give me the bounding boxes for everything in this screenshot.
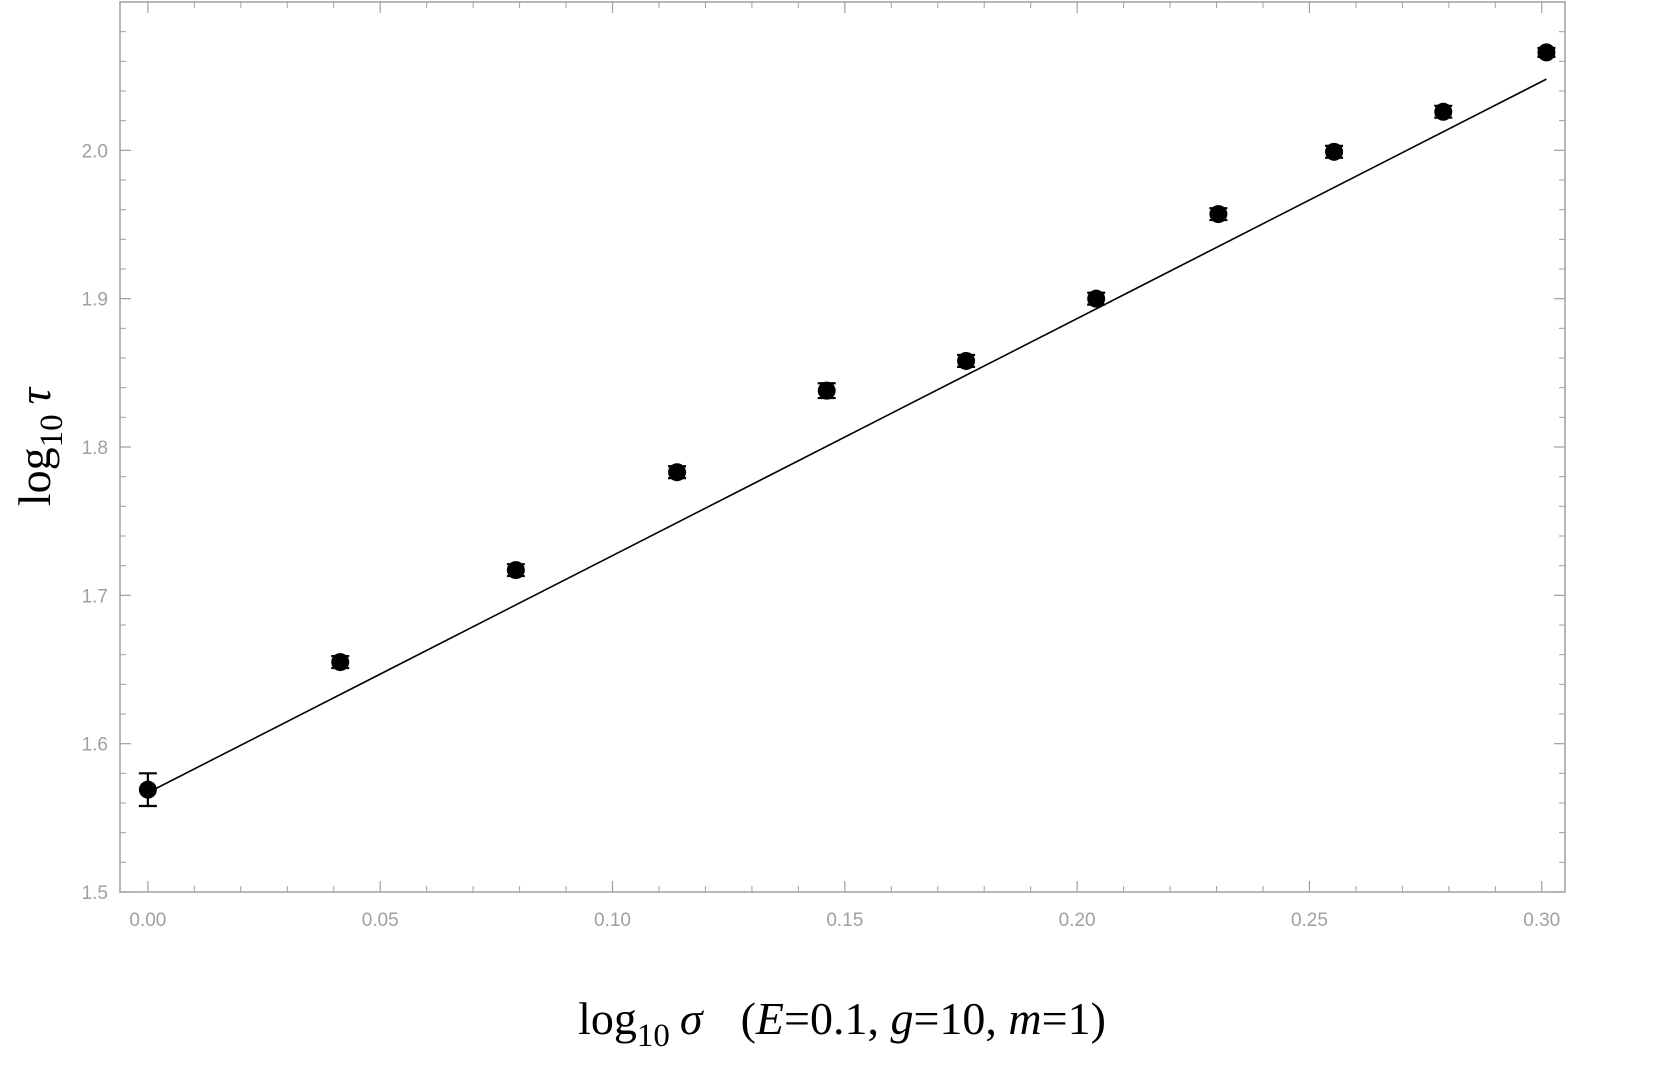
fit-line-group bbox=[147, 78, 1547, 794]
data-point bbox=[817, 381, 836, 400]
x-tick-label: 0.15 bbox=[826, 910, 863, 931]
data-point-group bbox=[1537, 43, 1556, 62]
data-point bbox=[957, 351, 976, 370]
data-point-group bbox=[817, 381, 836, 400]
data-point bbox=[138, 780, 157, 799]
x-tick-label: 0.05 bbox=[362, 910, 399, 931]
data-point bbox=[1434, 102, 1453, 121]
data-point bbox=[331, 653, 350, 672]
data-point-group bbox=[331, 653, 350, 672]
x-tick-label: 0.00 bbox=[129, 910, 166, 931]
data-point-group bbox=[138, 772, 157, 808]
data-point bbox=[1325, 142, 1344, 161]
data-point bbox=[668, 463, 687, 482]
y-tick-label: 1.6 bbox=[82, 735, 108, 756]
data-point-group bbox=[957, 351, 976, 370]
x-axis-title: log10 σ (E=0.1, g=10, m=1) bbox=[578, 993, 1106, 1054]
y-tick-label: 2.0 bbox=[82, 141, 108, 162]
data-point-group bbox=[506, 561, 525, 580]
x-tick-label: 0.20 bbox=[1059, 910, 1096, 931]
ticks: 0.00 0.05 0.10 0.15 0.20 0.25 0.30 1.5 1.6 1.7 1.8… bbox=[82, 2, 1565, 931]
plot-frame bbox=[119, 1, 1566, 893]
x-tick-label: 0.10 bbox=[594, 910, 631, 931]
data-point-group bbox=[1434, 102, 1453, 121]
y-tick-label: 1.7 bbox=[82, 586, 108, 607]
data-point-group bbox=[1087, 289, 1106, 308]
data-point-group bbox=[1209, 205, 1228, 224]
x-tick-label: 0.25 bbox=[1291, 910, 1328, 931]
x-tick-label: 0.30 bbox=[1523, 910, 1560, 931]
data-point-group bbox=[1325, 142, 1344, 161]
data-point bbox=[1209, 205, 1228, 224]
y-tick-label: 1.9 bbox=[82, 290, 108, 311]
fit-line bbox=[147, 78, 1547, 794]
data-point bbox=[506, 561, 525, 580]
y-tick-label: 1.5 bbox=[82, 883, 108, 904]
data-points bbox=[138, 43, 1556, 808]
data-point-group bbox=[668, 463, 687, 482]
data-point bbox=[1537, 43, 1556, 62]
y-axis-title: log10τ bbox=[9, 386, 70, 506]
data-point bbox=[1087, 289, 1106, 308]
y-tick-label: 1.8 bbox=[82, 438, 108, 459]
